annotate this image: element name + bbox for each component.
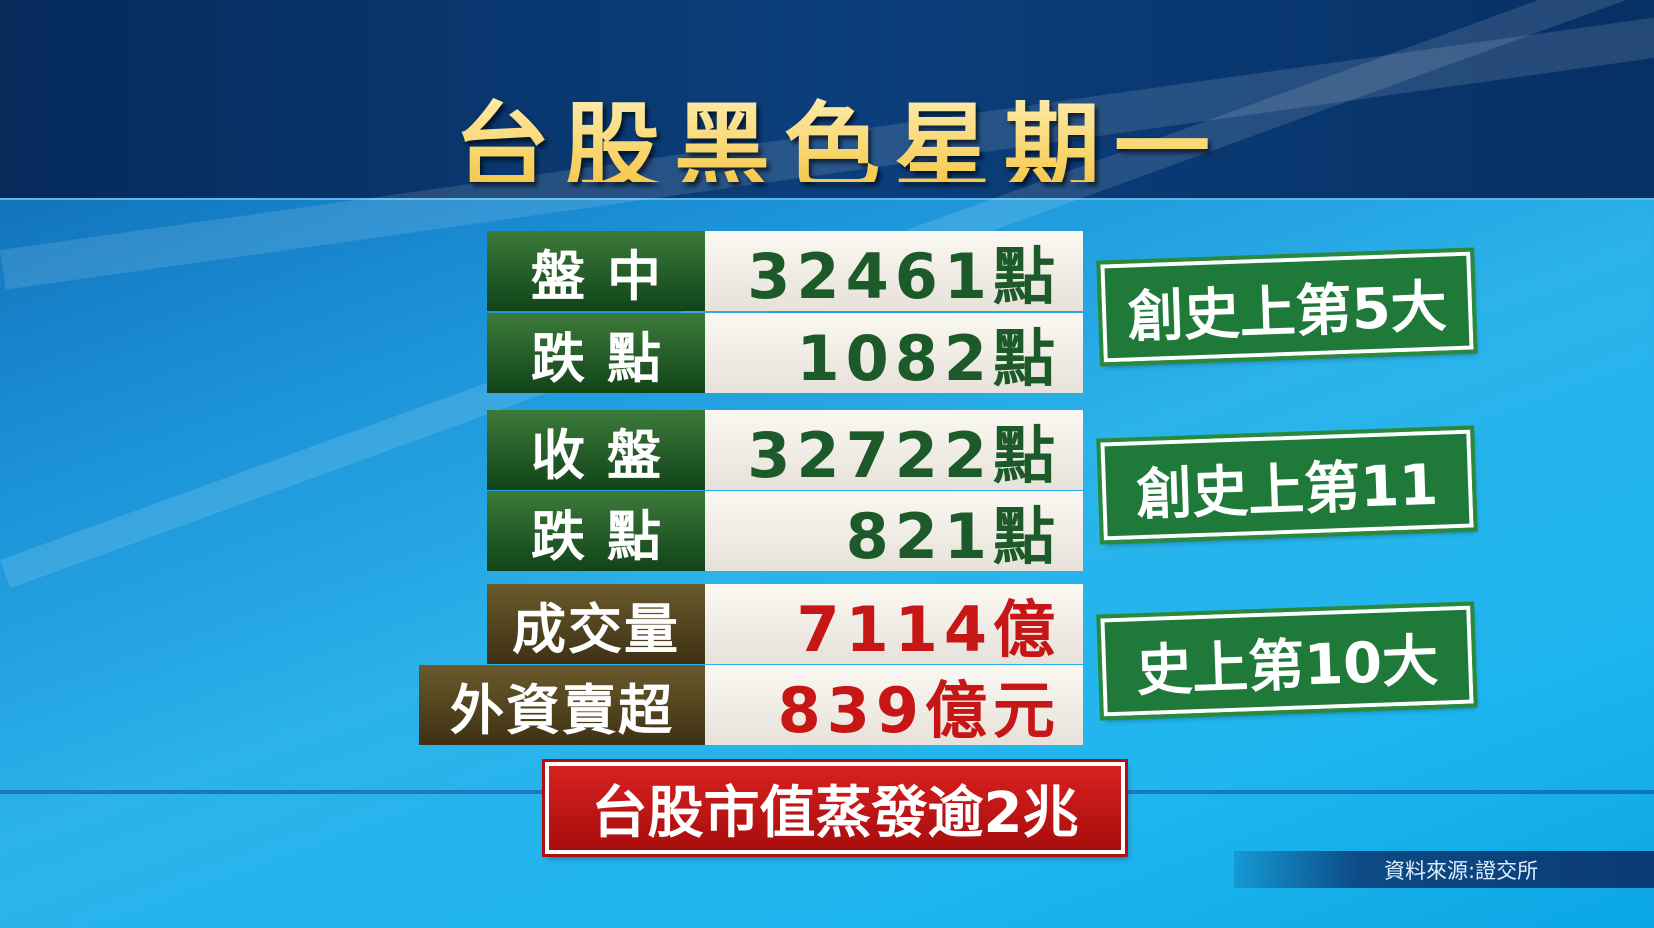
row-label: 成交量 <box>487 584 705 664</box>
record-badge: 史上第10大 <box>1096 601 1478 721</box>
row-label: 跌點 <box>487 313 705 393</box>
table-row: 外資賣超 839億元 <box>419 665 1083 747</box>
row-value: 839億元 <box>705 665 1083 747</box>
row-value: 821點 <box>705 491 1083 573</box>
table-row: 跌點 821點 <box>487 491 1083 573</box>
row-label: 跌點 <box>487 491 705 571</box>
row-label: 收盤 <box>487 410 705 490</box>
table-row: 成交量 7114億 <box>487 584 1083 666</box>
record-badge: 創史上第5大 <box>1096 247 1478 367</box>
table-row: 跌點 1082點 <box>487 313 1083 395</box>
header-band <box>0 0 1654 200</box>
page-title: 台股黑色星期一 <box>454 70 1214 204</box>
table-row: 收盤 32722點 <box>487 410 1083 492</box>
row-value: 32722點 <box>705 410 1083 492</box>
row-value: 32461點 <box>705 231 1083 313</box>
row-value: 1082點 <box>705 313 1083 395</box>
row-value: 7114億 <box>705 584 1083 666</box>
row-label: 盤中 <box>487 231 705 311</box>
table-row: 盤中 32461點 <box>487 231 1083 313</box>
record-badge: 創史上第11 <box>1096 425 1478 545</box>
market-cap-banner: 台股市值蒸發逾2兆 <box>542 759 1128 857</box>
row-label: 外資賣超 <box>419 665 705 745</box>
source-caption: 資料來源:證交所 <box>1234 851 1654 888</box>
